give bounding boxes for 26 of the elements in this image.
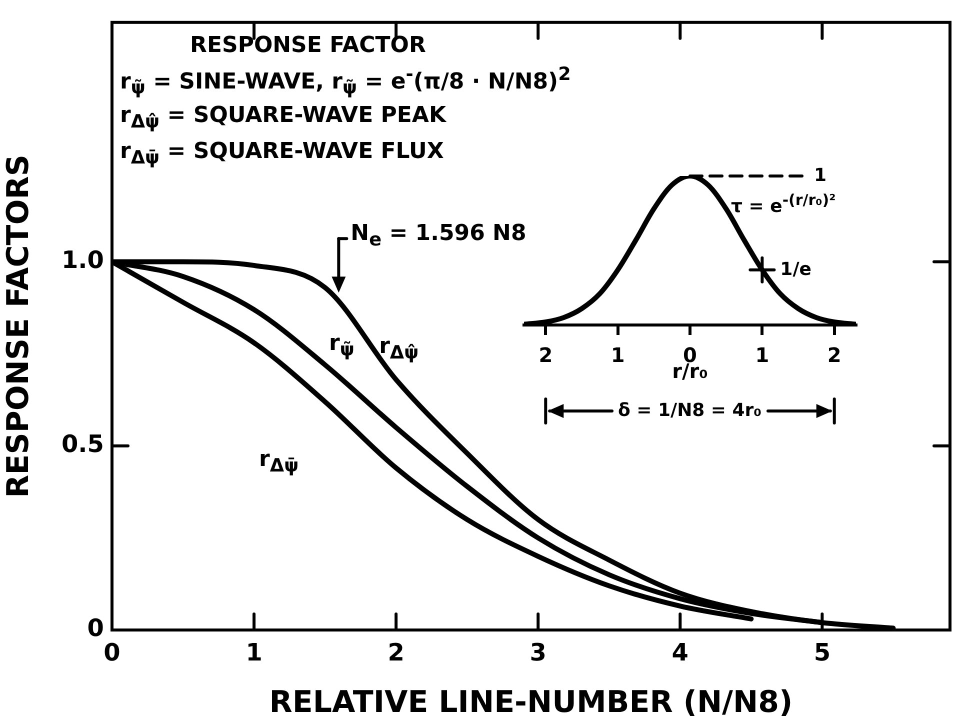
annotation: N$_{e}$ = 1.596 N8 (350, 221, 526, 251)
ref-line-label: 1 (814, 165, 827, 186)
series-label: r$_{ψ̃}$ (329, 331, 354, 361)
annotation: r$_{Δψ̄}$ = SQUARE-WAVE FLUX (120, 138, 444, 168)
x-tick-label: 2 (827, 343, 842, 368)
text: r$_{Δψ̄}$ (259, 447, 299, 477)
x-tick-label: 1 (755, 343, 770, 368)
y-tick-label: 0 (87, 614, 104, 642)
x-tick-label: 2 (388, 638, 404, 667)
x-tick-label: 1 (246, 638, 262, 667)
annotation: δ = 1/N8 = 4r₀ (618, 400, 762, 421)
y-tick-label: 0.5 (61, 430, 104, 458)
x-axis-title: RELATIVE LINE-NUMBER (N/N8) (269, 684, 793, 720)
y-tick-label: 1.0 (61, 246, 104, 274)
x-tick-label: 2 (538, 343, 553, 368)
annotation: τ = e$^{-(r/r₀)²}$ (731, 190, 836, 216)
series-label: r$_{Δψ̂}$ (379, 334, 419, 364)
x-tick-label: 1 (610, 343, 625, 368)
annotation: 1/e (780, 258, 812, 280)
annotation: r$_{ψ̃}$ = SINE-WAVE, r$_{ψ̃}$ = e$^{-}$(π/8 · N/N8)$^{2}$ (120, 64, 571, 100)
annotation: RESPONSE FACTOR (190, 33, 426, 59)
annotation: r$_{Δψ̂}$ = SQUARE-WAVE PEAK (120, 102, 446, 132)
x-tick-label: 3 (530, 638, 546, 667)
x-tick-label: 5 (814, 638, 831, 667)
x-tick-label: 4 (672, 638, 688, 667)
y-axis-title: RESPONSE FACTORS (0, 154, 36, 498)
